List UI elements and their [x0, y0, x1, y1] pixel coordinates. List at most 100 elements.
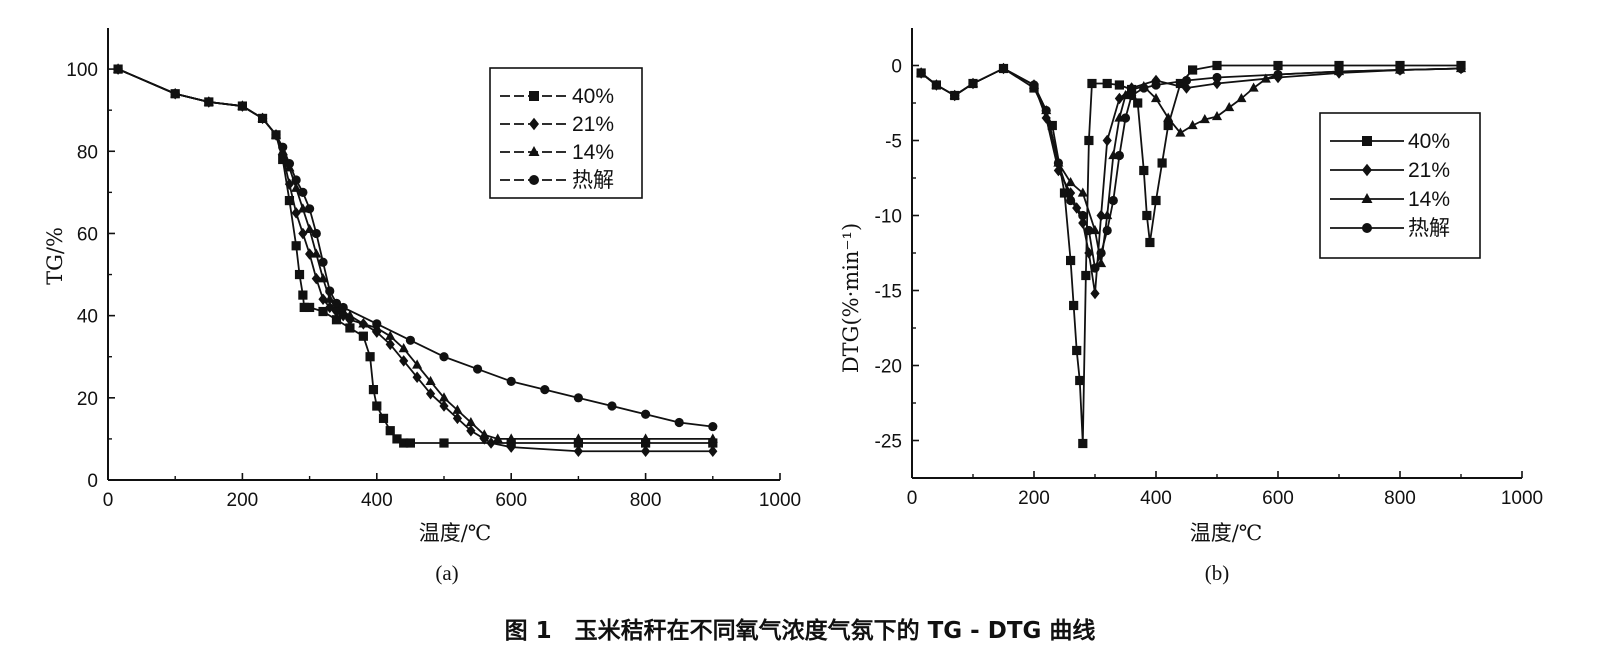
data-point — [1188, 65, 1198, 75]
data-point — [1334, 66, 1344, 77]
data-point — [291, 175, 301, 185]
data-point — [573, 445, 583, 457]
data-point — [311, 248, 322, 258]
data-point — [291, 182, 302, 192]
data-point — [1078, 210, 1088, 221]
data-point — [1059, 188, 1070, 198]
data-point — [338, 302, 348, 313]
x-tick-label: 0 — [103, 490, 114, 511]
data-point — [1102, 78, 1112, 89]
data-point — [1395, 65, 1405, 75]
legend: 40% 21% 14% 热解 — [489, 67, 643, 199]
data-point — [708, 421, 718, 432]
legend-label: 热解 — [1408, 217, 1450, 240]
data-point — [1114, 92, 1124, 105]
data-point — [916, 68, 926, 78]
legend-marker — [1362, 223, 1372, 233]
data-point — [465, 416, 476, 427]
data-point — [1175, 78, 1185, 89]
data-point — [399, 355, 409, 367]
legend-marker — [1362, 136, 1372, 146]
y-tick-label: 80 — [77, 142, 98, 163]
data-point — [1151, 195, 1161, 206]
data-point — [479, 429, 490, 439]
legend-marker — [1361, 193, 1373, 203]
data-point — [1224, 101, 1235, 112]
data-point — [1236, 92, 1247, 103]
data-point — [1175, 127, 1186, 137]
data-point — [1212, 77, 1222, 90]
legend-marker — [529, 91, 539, 101]
legend-item-pyrolysis: 热解 — [500, 169, 614, 192]
data-point — [299, 302, 309, 313]
data-point — [708, 445, 718, 457]
figure-caption: 图 1 玉米秸秆在不同氧气浓度气氛下的 TG - DTG 曲线 — [505, 617, 1096, 644]
data-point — [1163, 120, 1173, 131]
data-point — [284, 159, 295, 169]
data-point — [425, 375, 436, 386]
data-point — [1053, 158, 1063, 168]
data-point — [1260, 73, 1271, 83]
data-point — [506, 441, 516, 453]
data-point — [439, 438, 449, 448]
legend-label: 21% — [572, 113, 614, 136]
x-tick-label: 1000 — [759, 490, 801, 511]
data-point — [1108, 195, 1118, 206]
data-point — [368, 385, 379, 395]
data-point — [1081, 270, 1091, 281]
series-line-pyrolysis — [920, 67, 1462, 269]
data-point — [1077, 187, 1088, 197]
data-point — [1145, 237, 1155, 248]
data-point — [1029, 80, 1039, 90]
data-point — [1087, 78, 1097, 89]
data-point — [1065, 176, 1076, 187]
data-point — [1199, 113, 1210, 124]
data-point — [1334, 60, 1344, 71]
data-point — [1248, 82, 1259, 92]
data-point — [1187, 119, 1198, 130]
data-point — [1066, 195, 1076, 206]
data-point — [1102, 225, 1112, 236]
panel-label: (b) — [1205, 561, 1230, 585]
x-tick-label: 600 — [1262, 488, 1294, 509]
data-point — [439, 352, 449, 362]
data-point — [1211, 110, 1223, 121]
data-point — [1139, 165, 1149, 176]
data-point — [257, 113, 268, 123]
y-tick-label: -10 — [875, 207, 902, 228]
x-axis-label: 温度/℃ — [1190, 521, 1263, 545]
data-point — [331, 298, 342, 308]
panel-label: (a) — [435, 561, 458, 585]
data-point — [1212, 72, 1222, 83]
data-point — [372, 401, 382, 411]
data-point — [486, 437, 496, 449]
x-tick-label: 1000 — [1501, 488, 1543, 509]
data-point — [1090, 287, 1100, 300]
data-point — [1151, 80, 1161, 90]
data-point — [385, 330, 396, 340]
data-point — [1126, 83, 1137, 94]
data-point — [1163, 112, 1174, 122]
data-point — [1273, 60, 1283, 71]
y-tick-label: 40 — [77, 307, 98, 328]
data-point — [674, 417, 684, 428]
data-point — [284, 195, 295, 206]
legend-item-40pct: 40% — [500, 85, 614, 108]
data-point — [365, 352, 375, 362]
data-point — [298, 290, 308, 300]
data-point — [1075, 375, 1085, 386]
data-point — [452, 404, 463, 414]
data-point — [438, 392, 450, 402]
legend-item-14pct: 14% — [1330, 188, 1450, 211]
data-point — [278, 142, 288, 152]
series-pyrolysis — [916, 63, 1466, 273]
data-point — [1456, 63, 1466, 74]
data-point — [405, 335, 415, 345]
data-point — [331, 315, 342, 325]
data-point — [305, 248, 315, 260]
data-point — [291, 241, 301, 251]
data-point — [1041, 105, 1051, 116]
data-point — [113, 64, 123, 74]
data-point — [439, 400, 449, 412]
